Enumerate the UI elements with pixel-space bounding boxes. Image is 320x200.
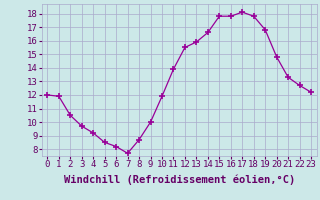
X-axis label: Windchill (Refroidissement éolien,°C): Windchill (Refroidissement éolien,°C)	[64, 175, 295, 185]
